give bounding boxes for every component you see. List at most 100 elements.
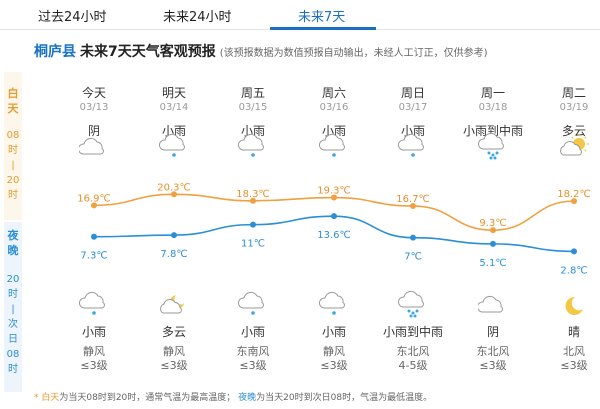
night-weather-text: 多云: [161, 325, 186, 339]
page-heading: 桐庐县 未来7天天气客观预报 (该预报数据为数值预报自动输出，未经人工订正，仅供参考…: [34, 41, 488, 61]
daytime-range-text: 时: [8, 190, 18, 201]
nighttime-range-text: |: [11, 304, 15, 315]
high-temp-label: 16.9℃: [77, 193, 111, 204]
high-temp-point: [331, 194, 337, 201]
wind-direction: 静风: [163, 345, 185, 358]
daytime-range-text: 时: [8, 145, 18, 156]
wind-level: 4-5级: [398, 359, 428, 372]
low-temp-label: 7.3℃: [80, 251, 107, 262]
moderate-rain-icon: [397, 290, 428, 325]
wind-level: ≤3级: [80, 359, 108, 372]
high-temp-point: [91, 202, 97, 209]
day-weather-text: 小雨: [400, 124, 425, 138]
low-temp-point: [331, 213, 337, 220]
low-temp-label: 5.1℃: [479, 258, 506, 269]
daytime-side-label: 白 天 08 时 | 20 时: [4, 72, 22, 220]
wind-level: ≤3级: [320, 359, 348, 372]
day-week: 明天: [161, 86, 186, 100]
tab-next-24h[interactable]: 未来24小时: [163, 10, 232, 25]
day-week: 周一: [480, 86, 505, 100]
high-temp-point: [171, 191, 177, 198]
night-weather-text: 小雨: [240, 325, 265, 339]
overcast-icon: [476, 291, 508, 325]
light-rain-icon: [237, 291, 268, 325]
high-temp-label: 16.7℃: [396, 194, 430, 205]
high-temp-label: 9.3℃: [479, 218, 506, 229]
daytime-label-char: 白: [7, 87, 19, 100]
low-temp-label: 7℃: [404, 252, 422, 263]
high-temp-point: [410, 203, 416, 210]
low-temp-point: [250, 221, 256, 228]
nighttime-side-label: 夜 晚 20 时 | 次 日 08 时: [4, 222, 22, 392]
day-week: 周五: [240, 86, 265, 100]
day-weather-text: 小雨到中雨: [462, 124, 523, 138]
light-rain-icon: [158, 133, 189, 167]
nighttime-range-text: 时: [8, 289, 18, 300]
nighttime-label-char: 夜: [7, 229, 19, 242]
day-weather-text: 小雨: [321, 124, 346, 138]
wind-direction: 北风: [563, 345, 585, 358]
high-temp-point: [250, 197, 256, 204]
high-temp-label: 19.3℃: [317, 186, 351, 197]
tab-past-24h[interactable]: 过去24小时: [38, 10, 107, 25]
low-temp-point: [171, 232, 177, 239]
tab-next-7days[interactable]: 未来7天: [298, 10, 346, 25]
daytime-range-text: 08: [6, 130, 20, 141]
day-week: 周二: [561, 86, 586, 100]
light-rain-icon: [78, 291, 109, 325]
day-weather-text: 小雨: [161, 124, 186, 138]
daytime-range-text: |: [11, 160, 15, 171]
high-temp-label: 20.3℃: [157, 182, 191, 193]
county-name: 桐庐县: [34, 44, 76, 60]
nighttime-range-text: 08: [6, 349, 20, 360]
day-week: 周六: [321, 86, 346, 100]
day-date: 03/14: [159, 102, 189, 113]
daytime-range-text: 20: [6, 175, 20, 186]
wind-level: ≤3级: [239, 359, 267, 372]
low-temp-point: [490, 240, 496, 247]
day-week: 今天: [81, 86, 106, 100]
day-weather-text: 小雨: [240, 124, 265, 138]
wind-direction: 东北风: [476, 345, 510, 358]
low-temp-point: [571, 248, 577, 255]
footer-night-desc: 为当天20时到次日08时，气温为最低温度。: [256, 393, 433, 403]
partly-cloudy-icon: [559, 133, 589, 167]
wind-direction: 东南风: [236, 345, 270, 358]
night-weather-text: 阴: [486, 325, 499, 339]
day-week: 周日: [400, 86, 425, 100]
light-rain-icon: [318, 291, 349, 325]
wind-level: ≤3级: [560, 359, 588, 372]
day-date: 03/16: [319, 102, 349, 113]
night-weather-text: 小雨: [321, 325, 346, 339]
moderate-rain-icon: [477, 132, 508, 167]
day-date: 03/13: [79, 102, 109, 113]
footer-night-term: 夜晚: [238, 393, 257, 403]
high-temp-label: 18.2℃: [557, 189, 591, 200]
low-temp-label: 13.6℃: [317, 230, 351, 241]
low-temp-label: 11℃: [241, 239, 265, 250]
night-weather-text: 小雨到中雨: [382, 325, 443, 339]
night-weather-text: 晴: [567, 325, 580, 339]
high-temp-label: 18.3℃: [236, 189, 270, 200]
partly-cloudy-night-icon: [159, 291, 189, 325]
low-temp-label: 7.8℃: [160, 249, 187, 260]
nighttime-range-text: 20: [6, 274, 20, 285]
footer-day-term: * 白天: [34, 393, 60, 403]
low-temp-label: 2.8℃: [560, 265, 587, 276]
nighttime-range-text: 日: [8, 334, 18, 345]
wind-direction: 静风: [323, 345, 345, 358]
light-rain-icon: [318, 133, 349, 167]
nighttime-range-text: 时: [8, 364, 18, 375]
day-date: 03/19: [559, 102, 589, 113]
nighttime-label-char: 晚: [7, 244, 19, 257]
night-weather-text: 小雨: [81, 325, 106, 339]
day-date: 03/18: [478, 102, 508, 113]
nighttime-range-text: 次: [8, 319, 18, 330]
low-temp-point: [410, 234, 416, 241]
wind-level: ≤3级: [479, 359, 507, 372]
high-temp-point: [490, 227, 496, 234]
wind-level: ≤3级: [160, 359, 188, 372]
wind-direction: 静风: [83, 345, 105, 358]
day-date: 03/17: [398, 102, 428, 113]
